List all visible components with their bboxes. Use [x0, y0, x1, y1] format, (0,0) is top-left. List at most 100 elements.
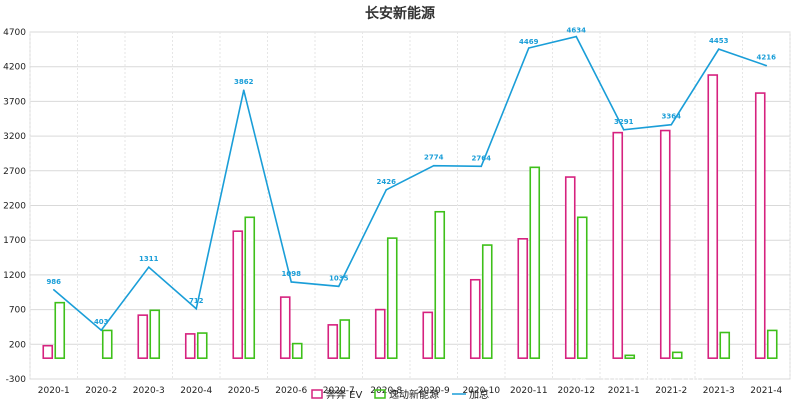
total-point	[242, 89, 245, 91]
bar-benben-ev	[232, 230, 244, 359]
bar-yidong	[624, 354, 636, 359]
total-data-label: 2426	[377, 178, 397, 186]
bar-benben-ev	[707, 74, 719, 359]
bar-benben-ev	[422, 311, 434, 359]
total-point	[100, 329, 103, 332]
y-tick-label: 3200	[3, 132, 26, 142]
total-point	[527, 47, 530, 49]
x-tick-label: 2020-11	[510, 386, 548, 396]
total-data-label: 2774	[424, 154, 444, 162]
total-point	[290, 281, 293, 283]
y-tick-label: 1200	[3, 271, 26, 281]
total-data-label: 2764	[472, 154, 492, 162]
bar-yidong	[576, 216, 588, 359]
data-labels: 986 403 1311 712 3862 1098 1035 2426 2774 2764 446…	[46, 27, 776, 327]
bar-benben-ev	[184, 333, 196, 359]
x-tick-label: 2020-2	[85, 386, 117, 396]
total-point	[432, 164, 435, 167]
total-data-label: 1098	[282, 270, 302, 278]
bar-benben-ev	[754, 92, 766, 359]
total-data-label: 1311	[139, 255, 159, 263]
x-tick-label: 2020-9	[418, 386, 450, 396]
x-tick-label: 2021-3	[703, 386, 735, 396]
bar-yidong	[54, 301, 66, 359]
bar-benben-ev	[137, 314, 149, 359]
bar-benben-ev	[659, 129, 671, 359]
bar-benben-ev	[517, 238, 529, 359]
bar-yidong	[481, 244, 493, 359]
y-tick-label: 4200	[3, 63, 26, 73]
bar-yidong	[386, 237, 398, 359]
total-point	[52, 288, 55, 291]
legend-label-benben: 奔奔 EV	[326, 388, 362, 401]
total-point	[195, 307, 198, 310]
total-data-label: 986	[46, 278, 61, 286]
bar-yidong	[719, 331, 731, 359]
total-point	[622, 128, 625, 131]
y-tick-label: 2700	[3, 167, 26, 177]
total-data-label: 4453	[709, 37, 729, 45]
bar-yidong	[291, 342, 303, 359]
x-tick-label: 2020-10	[462, 386, 500, 396]
bar-benben-ev	[564, 176, 576, 359]
bar-yidong	[244, 216, 256, 359]
x-tick-label: 2020-6	[275, 386, 307, 396]
bar-yidong	[529, 166, 541, 359]
bar-benben-ev	[279, 296, 291, 359]
total-data-label: 1035	[329, 274, 349, 282]
total-data-label: 3364	[662, 113, 682, 121]
total-data-label: 4634	[567, 27, 587, 35]
total-data-label: 4216	[757, 54, 777, 62]
total-point	[717, 48, 720, 50]
y-tick-label: 200	[9, 340, 26, 350]
legend: 奔奔 EV 逸动新能源 加总	[311, 388, 489, 401]
x-tick-label: 2020-5	[228, 386, 260, 396]
bar-benben-ev	[42, 344, 54, 359]
total-data-label: 3291	[614, 118, 634, 126]
bar-benben-ev	[327, 324, 339, 359]
legend-swatch-yidong	[374, 389, 386, 399]
x-tick-label: 2020-12	[557, 386, 595, 396]
x-tick-label: 2020-1	[38, 386, 70, 396]
bar-yidong	[196, 332, 208, 359]
bar-benben-ev	[469, 278, 481, 359]
y-tick-label: 4700	[3, 28, 26, 38]
y-tick-label: -300	[6, 375, 27, 385]
total-data-label: 712	[189, 297, 204, 305]
bar-yidong	[101, 329, 113, 359]
watermark: 雪球：run_rabbit_run	[560, 370, 705, 386]
x-tick-label: 2021-4	[750, 386, 782, 396]
x-tick-label: 2020-3	[133, 386, 165, 396]
total-point	[765, 64, 768, 67]
total-point	[385, 189, 388, 191]
x-tick-label: 2020-7	[323, 386, 355, 396]
total-data-label: 403	[94, 318, 109, 326]
y-tick-label: 2200	[3, 202, 26, 212]
y-tick-label: 700	[9, 306, 26, 316]
total-line	[53, 35, 767, 332]
legend-label-yidong: 逸动新能源	[389, 388, 439, 401]
bar-yidong	[434, 210, 446, 359]
bars	[42, 74, 778, 359]
total-line-group	[52, 35, 768, 332]
total-point	[670, 123, 673, 126]
legend-label-total: 加总	[469, 388, 489, 401]
total-data-label: 4469	[519, 38, 539, 46]
axes: -300 200 700 1200 1700 2200 2700 3200 3700 4200 47…	[3, 28, 782, 396]
chart-title: 长安新能源	[365, 5, 435, 22]
total-data-label: 3862	[234, 78, 254, 86]
x-tick-label: 2021-1	[608, 386, 640, 396]
total-point	[480, 165, 483, 168]
x-tick-label: 2020-8	[370, 386, 402, 396]
bar-yidong	[671, 351, 683, 359]
y-tick-label: 3700	[3, 97, 26, 107]
bar-yidong	[339, 319, 351, 359]
y-tick-label: 1700	[3, 236, 26, 246]
x-tick-label: 2021-2	[655, 386, 687, 396]
total-point	[575, 35, 578, 38]
bar-yidong	[149, 309, 161, 359]
x-tick-label: 2020-4	[180, 386, 212, 396]
bar-yidong	[766, 329, 778, 359]
total-point	[337, 285, 340, 288]
